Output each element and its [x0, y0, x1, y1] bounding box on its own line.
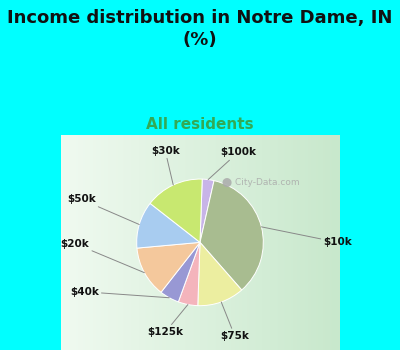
Text: $40k: $40k	[70, 287, 169, 298]
Text: ⬤ City-Data.com: ⬤ City-Data.com	[222, 177, 300, 187]
Wedge shape	[200, 181, 263, 290]
Text: $100k: $100k	[208, 147, 256, 180]
Wedge shape	[200, 179, 214, 242]
Text: $50k: $50k	[67, 194, 139, 224]
Text: $20k: $20k	[60, 239, 144, 273]
Wedge shape	[137, 203, 200, 248]
Wedge shape	[198, 242, 242, 306]
Text: $30k: $30k	[151, 146, 180, 185]
Wedge shape	[150, 179, 202, 242]
Text: All residents: All residents	[146, 117, 254, 132]
Text: $10k: $10k	[261, 227, 352, 247]
Wedge shape	[161, 242, 200, 302]
Text: $125k: $125k	[147, 304, 188, 337]
Text: $75k: $75k	[220, 302, 249, 341]
Wedge shape	[178, 242, 200, 306]
Wedge shape	[137, 242, 200, 292]
Text: Income distribution in Notre Dame, IN
(%): Income distribution in Notre Dame, IN (%…	[7, 9, 393, 49]
